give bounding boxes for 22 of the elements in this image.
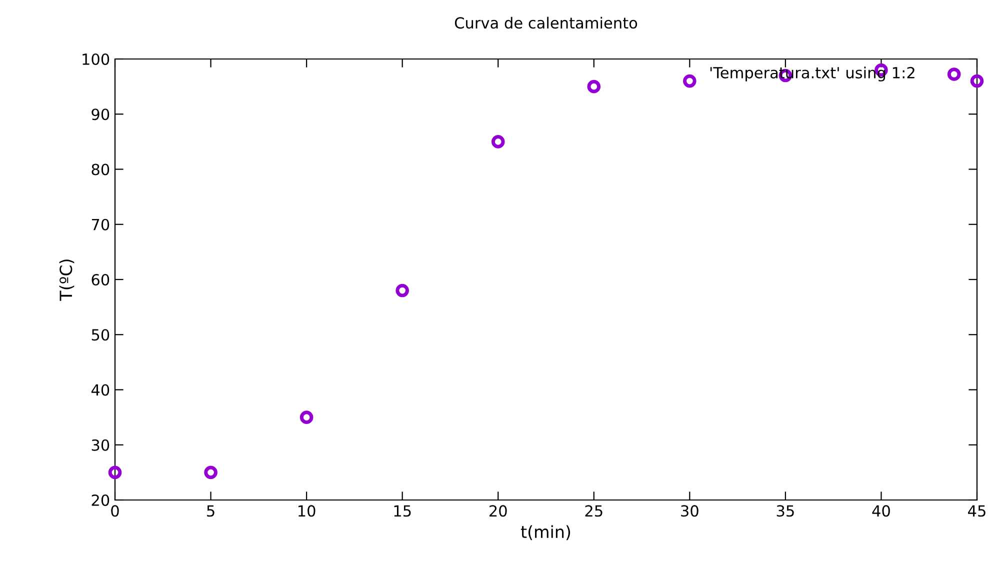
x-tick-label: 25 (585, 505, 602, 517)
y-tick-label: 50 (92, 329, 110, 341)
x-tick-label: 40 (872, 505, 890, 517)
chart-title: Curva de calentamiento (454, 16, 638, 29)
y-tick-label: 30 (92, 439, 110, 451)
y-tick-label: 80 (92, 164, 110, 176)
x-tick-label: 0 (111, 505, 119, 517)
x-tick-label: 35 (776, 505, 794, 517)
x-tick-label: 5 (207, 505, 214, 517)
y-tick-label: 100 (82, 53, 110, 66)
y-tick-label: 90 (92, 108, 110, 120)
x-tick-label: 10 (298, 505, 316, 517)
x-axis-title: t(min) (520, 525, 570, 540)
x-tick-label: 15 (394, 505, 411, 517)
y-tick-label: 60 (92, 274, 110, 286)
y-tick-label: 20 (92, 494, 110, 506)
x-tick-label: 30 (681, 505, 698, 517)
x-tick-label: 45 (968, 505, 986, 517)
y-tick-label: 70 (92, 218, 110, 230)
y-tick-label: 40 (91, 384, 110, 396)
x-tick-label: 20 (490, 505, 507, 517)
y-axis-title: T(ºC) (59, 260, 74, 301)
